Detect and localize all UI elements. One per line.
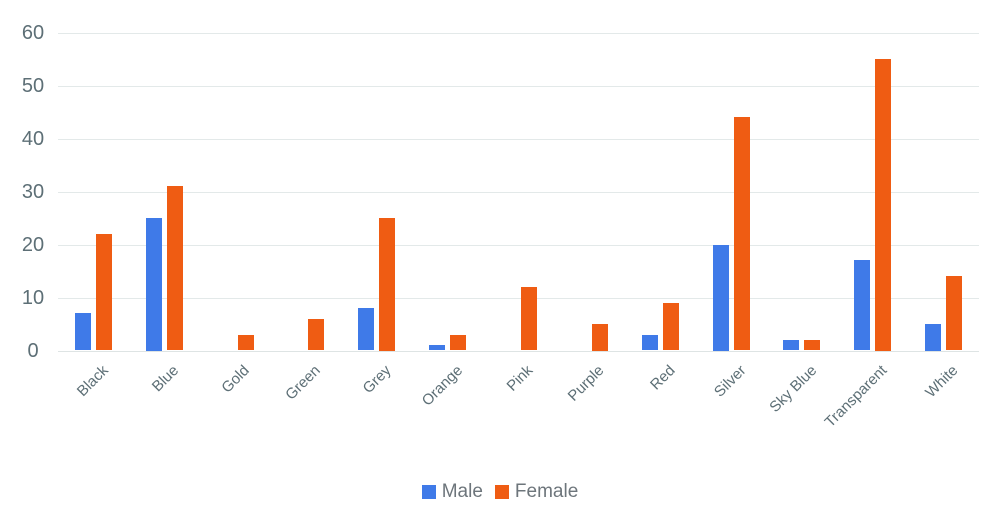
bar-female-orange[interactable]: [450, 334, 467, 351]
gridline-y-10: [58, 297, 979, 299]
bar-female-white[interactable]: [946, 276, 963, 351]
bar-male-grey[interactable]: [358, 308, 375, 351]
x-label-transparent: Transparent: [821, 362, 891, 431]
y-tick-label-60: 60: [21, 21, 45, 44]
legend-swatch-male: [421, 485, 436, 499]
bar-male-white[interactable]: [925, 324, 942, 351]
gridline-y-40: [58, 138, 979, 140]
bar-male-orange[interactable]: [429, 345, 446, 351]
bar-female-blue[interactable]: [166, 186, 183, 351]
legend-swatch-female: [494, 485, 509, 499]
y-tick-label-40: 40: [21, 127, 45, 150]
x-label-orange: Orange: [418, 362, 466, 410]
bar-male-blue[interactable]: [145, 218, 162, 351]
x-label-gold: Gold: [218, 362, 254, 397]
x-label-blue: Blue: [149, 362, 183, 396]
gridline-y-50: [58, 85, 979, 87]
x-label-silver: Silver: [710, 362, 750, 401]
legend-item-female[interactable]: Female: [494, 481, 579, 503]
bar-male-silver[interactable]: [712, 244, 729, 351]
legend-item-male[interactable]: Male: [421, 481, 483, 503]
bar-male-sky-blue[interactable]: [783, 339, 800, 351]
x-label-white: White: [922, 362, 962, 402]
bar-female-silver[interactable]: [733, 117, 750, 351]
bar-male-transparent[interactable]: [854, 260, 871, 351]
x-label-green: Green: [282, 362, 324, 404]
y-tick-label-20: 20: [21, 233, 45, 256]
gridline-y-60: [58, 32, 979, 34]
x-label-pink: Pink: [503, 362, 537, 395]
legend-label-female: Female: [514, 481, 579, 502]
y-tick-label-0: 0: [27, 339, 39, 362]
bar-female-transparent[interactable]: [875, 59, 892, 351]
bar-male-black[interactable]: [74, 313, 91, 351]
bar-female-red[interactable]: [662, 302, 679, 351]
legend-label-male: Male: [441, 481, 483, 502]
gridline-y-20: [58, 244, 979, 246]
y-tick-label-30: 30: [21, 180, 45, 203]
y-tick-label-50: 50: [21, 74, 45, 97]
x-label-red: Red: [646, 362, 679, 394]
x-label-purple: Purple: [564, 362, 608, 405]
x-label-sky-blue: Sky Blue: [766, 362, 820, 416]
bar-female-green[interactable]: [308, 318, 325, 351]
y-tick-label-10: 10: [21, 286, 45, 309]
gridline-y-30: [58, 191, 979, 193]
bar-female-gold[interactable]: [237, 334, 254, 351]
bar-female-sky-blue[interactable]: [804, 339, 821, 351]
bar-female-purple[interactable]: [591, 324, 608, 351]
bar-female-black[interactable]: [95, 233, 112, 351]
x-label-black: Black: [73, 362, 112, 400]
legend: Male Female: [0, 481, 1000, 503]
x-label-grey: Grey: [359, 362, 395, 398]
bar-male-red[interactable]: [641, 334, 658, 351]
bar-female-pink[interactable]: [521, 286, 537, 351]
gridline-y-0: [58, 350, 979, 352]
bar-female-grey[interactable]: [379, 218, 396, 351]
